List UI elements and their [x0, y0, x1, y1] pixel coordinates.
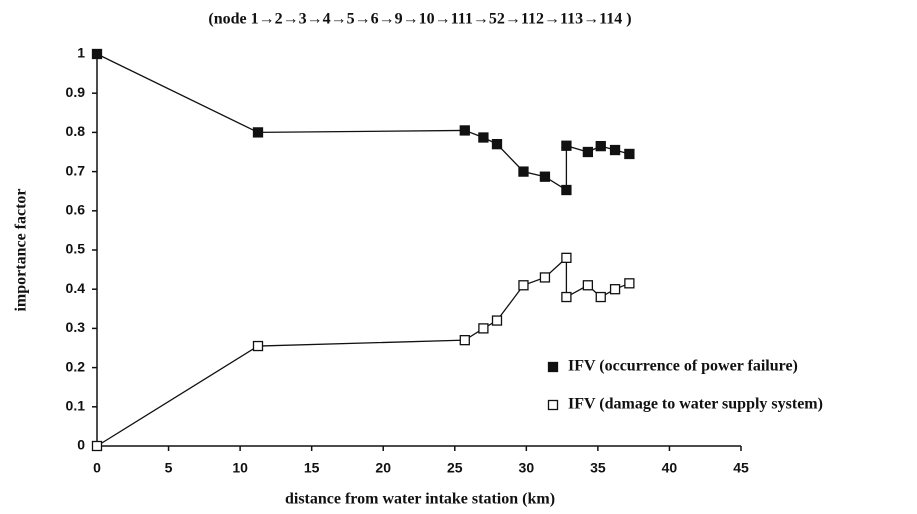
- x-tick-label: 25: [447, 460, 463, 476]
- data-point: [561, 291, 572, 303]
- data-point: [582, 146, 594, 158]
- data-point: [582, 280, 594, 291]
- y-tick-label: 0.2: [66, 358, 86, 374]
- legend-marker: [547, 399, 559, 411]
- data-point: [491, 315, 503, 326]
- series-line: [96, 256, 630, 447]
- data-point: [518, 166, 529, 177]
- legend-label: IFV (occurrence of power failure): [568, 358, 798, 375]
- data-point: [624, 148, 635, 160]
- node-annotation: (node 1→2→3→4→5→6→9→10→111→52→112→113→11…: [208, 11, 631, 28]
- legend-label: IFV (damage to water supply system): [568, 396, 823, 413]
- y-tick-label: 0: [77, 437, 85, 453]
- y-tick-label: 0.7: [66, 162, 86, 178]
- data-point: [561, 184, 572, 196]
- x-tick-label: 30: [519, 460, 535, 476]
- data-point: [595, 140, 606, 152]
- x-tick-label: 45: [733, 460, 749, 476]
- data-point: [518, 280, 529, 291]
- x-axis-label: distance from water intake station (km): [285, 491, 555, 508]
- y-tick-label: 0.5: [66, 241, 86, 257]
- series-line: [96, 53, 630, 192]
- data-point: [491, 139, 503, 150]
- x-tick-label: 5: [165, 460, 173, 476]
- y-tick-label: 0.8: [66, 123, 86, 139]
- data-point: [252, 340, 264, 352]
- y-tick-label: 0.4: [66, 280, 86, 296]
- data-point: [478, 132, 489, 143]
- y-tick-label: 0.3: [66, 319, 86, 335]
- data-point: [539, 171, 551, 182]
- y-axis-label: importance factor: [13, 188, 30, 311]
- y-tick-label: 1: [77, 45, 85, 61]
- data-point: [561, 140, 572, 151]
- y-tick-label: 0.9: [66, 84, 86, 100]
- data-point: [539, 272, 551, 283]
- x-tick-label: 35: [590, 460, 606, 476]
- data-point: [252, 127, 264, 138]
- x-tick-label: 10: [232, 460, 248, 476]
- y-tick-label: 0.1: [66, 398, 86, 414]
- y-tick-label: 0.6: [66, 202, 86, 218]
- x-tick-label: 20: [375, 460, 391, 476]
- data-point: [595, 291, 606, 303]
- data-point: [609, 144, 621, 156]
- x-tick-label: 40: [662, 460, 678, 476]
- data-point: [609, 284, 621, 295]
- data-point: [624, 278, 635, 289]
- data-point: [561, 252, 572, 263]
- data-point: [91, 48, 103, 60]
- data-point: [459, 125, 470, 136]
- x-tick-label: 0: [93, 460, 101, 476]
- data-point: [459, 335, 470, 346]
- data-point: [91, 440, 103, 452]
- legend-marker: [547, 361, 559, 373]
- data-point: [478, 323, 489, 334]
- x-tick-label: 15: [304, 460, 320, 476]
